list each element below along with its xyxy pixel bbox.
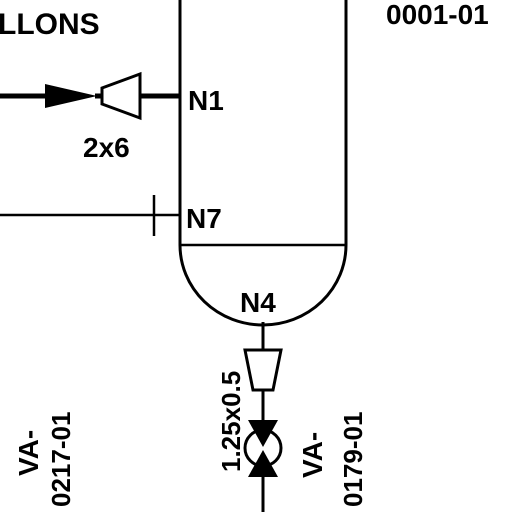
valve-right-prefix: VA- — [297, 432, 328, 478]
tag-number: 0001-01 — [386, 0, 489, 30]
inlet-line-n1 — [0, 71, 180, 121]
valve-actuator-icon — [243, 428, 283, 468]
reducer-size-label: 2x6 — [83, 132, 130, 163]
valve-right-number: 0179-01 — [338, 412, 368, 507]
vessel — [178, 0, 348, 327]
valve-left-prefix: VA- — [13, 430, 44, 476]
outlet-line-n4 — [243, 322, 283, 512]
valve-icon — [248, 420, 278, 447]
valve-left-number: 0217-01 — [46, 412, 76, 507]
flow-arrow-icon — [45, 84, 97, 108]
nozzle-n7-label: N7 — [186, 203, 222, 234]
valve-icon-lower — [248, 450, 278, 477]
reducer-icon — [100, 71, 142, 121]
header-text: LLONS — [0, 8, 100, 41]
nozzle-n4-label: N4 — [240, 287, 276, 318]
outlet-reducer-icon — [243, 348, 283, 392]
outlet-reducer-size-label: 1.25x0.5 — [216, 371, 246, 472]
vessel-outline — [178, 0, 348, 327]
line-n7 — [0, 195, 180, 236]
nozzle-n1-label: N1 — [188, 85, 224, 116]
